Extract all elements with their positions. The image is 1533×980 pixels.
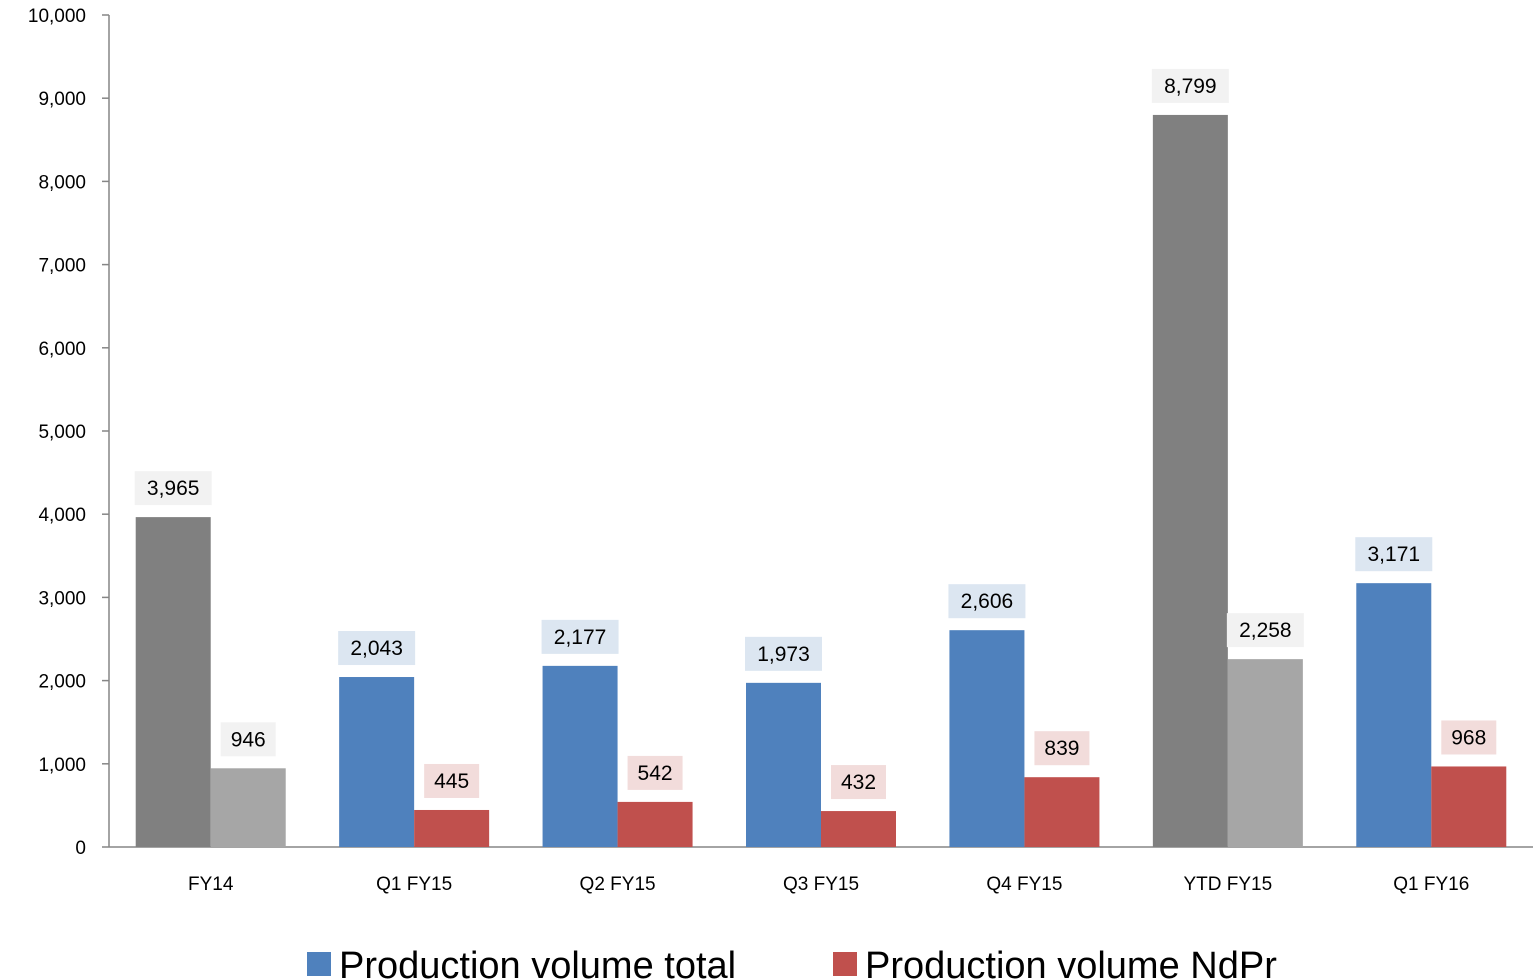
data-label: 3,965 (147, 477, 200, 500)
legend: Production volume total Production volume… (307, 945, 1277, 980)
data-label: 2,043 (350, 637, 403, 660)
y-tick-label: 2,000 (38, 672, 86, 693)
y-axis-ticks: 0 1,000 2,000 3,000 4,000 5,000 6,000 7,000 8,00… (28, 6, 109, 859)
data-label: 3,171 (1368, 543, 1421, 566)
bar-ndpr (617, 801, 693, 847)
bar-total (135, 517, 211, 847)
bar-ndpr (414, 809, 490, 847)
data-label-background (1441, 720, 1497, 755)
data-label-background (1034, 731, 1090, 766)
y-tick-label: 0 (75, 838, 86, 859)
x-tick-label: FY14 (188, 874, 234, 895)
bars (135, 114, 1507, 847)
y-tick-label: 4,000 (38, 505, 86, 526)
data-label-background (948, 584, 1026, 619)
data-label: 946 (231, 728, 266, 751)
data-label: 542 (638, 762, 673, 785)
y-tick-label: 3,000 (38, 588, 86, 609)
y-tick-label: 7,000 (38, 256, 86, 277)
data-label-background (1151, 68, 1229, 103)
data-label: 968 (1451, 726, 1486, 749)
y-tick-label: 9,000 (38, 89, 86, 110)
data-label-background (1226, 613, 1304, 648)
bar-total (1152, 114, 1228, 847)
data-label-background (220, 722, 276, 757)
data-label: 8,799 (1164, 75, 1217, 98)
data-label-background (424, 763, 480, 798)
data-labels: 3,965 946 2,043 445 2,177 542 1,973 432 2,606 839… (134, 68, 1497, 800)
x-tick-label: Q3 FY15 (783, 874, 859, 895)
x-tick-label: Q1 FY16 (1393, 874, 1469, 895)
y-tick-label: 1,000 (38, 755, 86, 776)
data-label: 445 (434, 770, 469, 793)
x-tick-label: Q4 FY15 (986, 874, 1062, 895)
data-label-background (134, 471, 212, 506)
data-label: 1,973 (757, 643, 810, 666)
bar-ndpr (1227, 659, 1303, 847)
y-tick-label: 5,000 (38, 422, 86, 443)
x-axis-categories: FY14 Q1 FY15 Q2 FY15 Q3 FY15 Q4 FY15 YTD FY15… (188, 874, 1469, 895)
y-tick-label: 10,000 (28, 6, 86, 27)
data-label: 2,258 (1239, 619, 1292, 642)
data-label: 839 (1044, 737, 1079, 760)
data-label-background (627, 755, 683, 790)
bar-total (746, 682, 821, 847)
legend-swatch-total (307, 952, 331, 976)
data-label-background (1355, 537, 1433, 572)
x-tick-label: YTD FY15 (1184, 874, 1273, 895)
legend-label-ndpr: Production volume NdPr (865, 945, 1277, 980)
data-label-background (831, 765, 886, 800)
legend-swatch-ndpr (833, 952, 857, 976)
x-tick-label: Q2 FY15 (580, 874, 656, 895)
bar-total (949, 630, 1025, 847)
x-tick-label: Q1 FY15 (376, 874, 452, 895)
bar-ndpr (821, 811, 896, 847)
bar-total (542, 665, 618, 847)
data-label-background (745, 636, 822, 671)
data-label-background (541, 619, 619, 654)
bar-ndpr (1431, 766, 1507, 847)
bar-total (339, 677, 415, 847)
data-label: 432 (841, 771, 876, 794)
bar-ndpr (1024, 777, 1100, 847)
data-label-background (338, 631, 416, 666)
legend-label-total: Production volume total (339, 945, 736, 980)
y-tick-label: 8,000 (38, 172, 86, 193)
y-tick-label: 6,000 (38, 339, 86, 360)
data-label: 2,177 (554, 626, 607, 649)
bar-total (1356, 583, 1432, 847)
data-label: 2,606 (961, 590, 1014, 613)
bar-ndpr (210, 768, 286, 847)
